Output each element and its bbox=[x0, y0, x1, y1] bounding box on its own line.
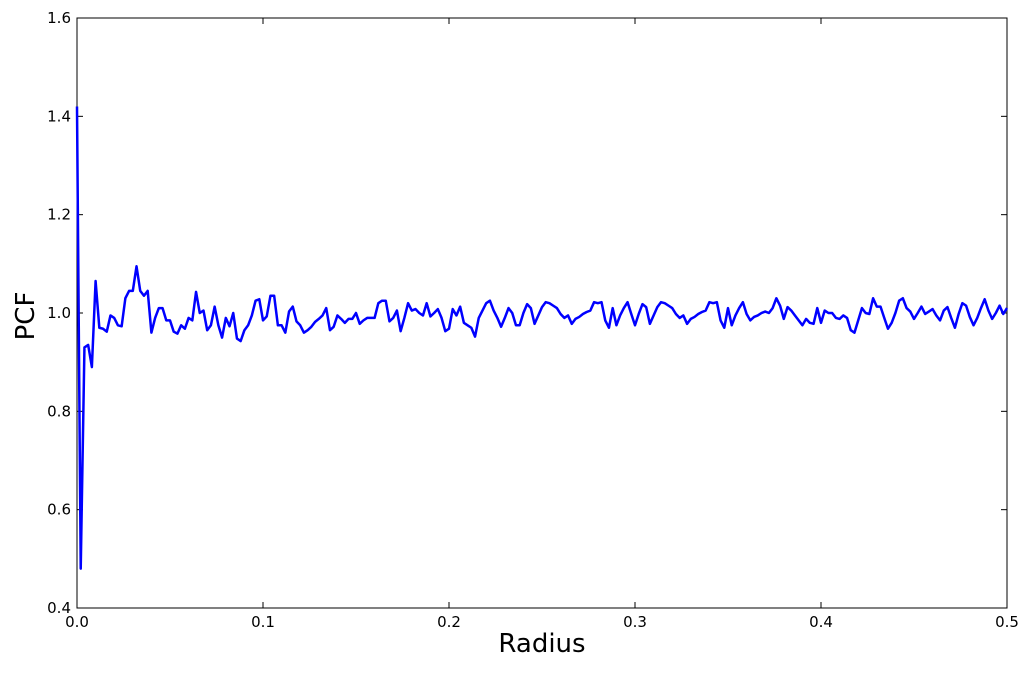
y-tick-label: 1.0 bbox=[47, 304, 71, 322]
y-tick-label: 1.4 bbox=[47, 107, 71, 125]
x-tick-label: 0.0 bbox=[65, 613, 89, 631]
y-tick-label: 0.6 bbox=[47, 501, 71, 519]
data-line bbox=[75, 106, 1009, 570]
y-tick-label: 1.6 bbox=[47, 9, 71, 27]
y-axis-label: PCF bbox=[11, 292, 41, 341]
x-tick-label: 0.3 bbox=[623, 613, 647, 631]
x-tick-label: 0.2 bbox=[437, 613, 461, 631]
x-tick-label: 0.5 bbox=[995, 613, 1019, 631]
y-tick-label: 1.2 bbox=[47, 206, 71, 224]
x-axis-label: Radius bbox=[498, 629, 585, 659]
x-tick-label: 0.4 bbox=[809, 613, 833, 631]
x-tick-label: 0.1 bbox=[251, 613, 275, 631]
y-tick-label: 0.4 bbox=[47, 599, 71, 617]
y-tick-label: 0.8 bbox=[47, 402, 71, 420]
